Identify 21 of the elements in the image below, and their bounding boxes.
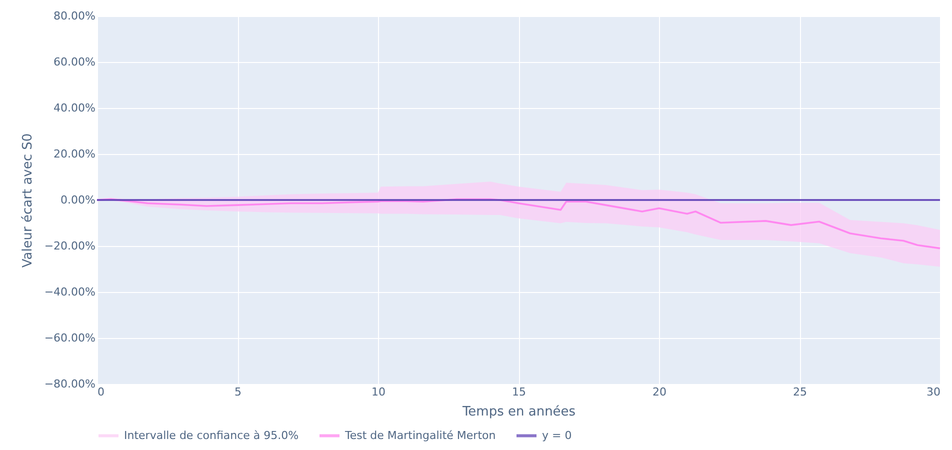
y-tick-label: 40.00% <box>54 102 96 114</box>
x-tick-label: 0 <box>98 386 104 398</box>
y-tick-label: −40.00% <box>44 286 96 298</box>
x-tick-label: 25 <box>793 386 807 398</box>
x-tick-label: 15 <box>512 386 526 398</box>
legend-label: y = 0 <box>542 428 572 442</box>
y-tick-label: 60.00% <box>54 56 96 68</box>
y-tick-label: −60.00% <box>44 332 96 344</box>
legend-label: Intervalle de confiance à 95.0% <box>124 428 299 442</box>
y-tick-label: 20.00% <box>54 148 96 160</box>
x-tick-label: 5 <box>234 386 242 398</box>
x-tick-label: 20 <box>652 386 666 398</box>
y-tick-label: 0.00% <box>60 194 96 206</box>
y-tick-label: −80.00% <box>44 378 96 390</box>
y-axis-title: Valeur écart avec S0 <box>20 133 36 268</box>
y-tick-label: −20.00% <box>44 240 96 252</box>
x-tick-label: 30 <box>926 386 940 398</box>
y-tick-label: 80.00% <box>54 10 96 22</box>
x-tick-label: 10 <box>372 386 386 398</box>
x-axis-title: Temps en années <box>461 404 576 420</box>
legend-label: Test de Martingalité Merton <box>344 428 496 442</box>
